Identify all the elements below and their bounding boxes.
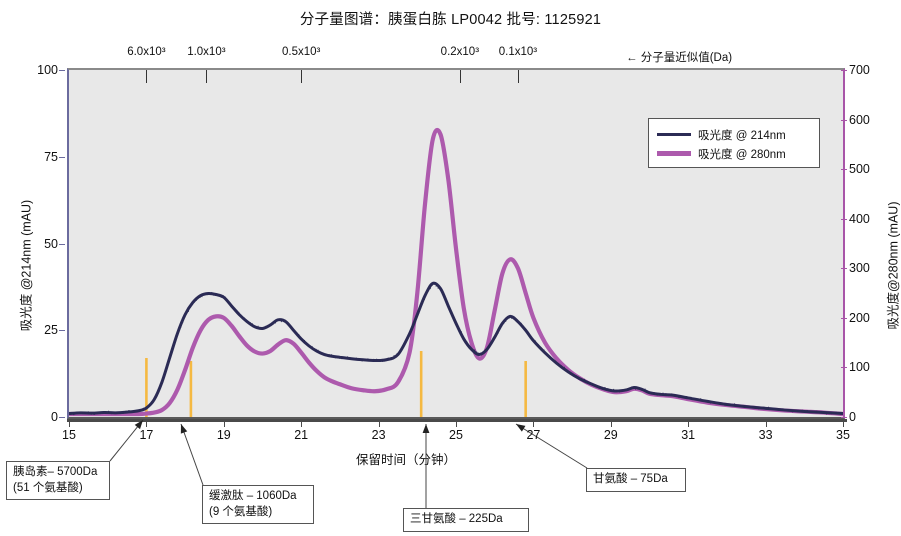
y-right-tick-mark-400 xyxy=(841,219,847,220)
x-tick-label-27: 27 xyxy=(526,428,540,442)
leader-line-bradykinin xyxy=(181,424,203,485)
legend-swatch-214 xyxy=(657,133,691,136)
y-right-tick-mark-500 xyxy=(841,169,847,170)
x-tick-label-21: 21 xyxy=(294,428,308,442)
y-right-tick-700: 700 xyxy=(849,63,870,77)
annotation-bradykinin-line1: 缓激肽 – 1060Da xyxy=(209,489,307,505)
annotation-insulin: 胰岛素– 5700Da (51 个氨基酸) xyxy=(6,461,110,500)
y-left-tick-100: 100 xyxy=(37,63,58,77)
y-right-tick-mark-0 xyxy=(841,417,847,418)
y-right-tick-400: 400 xyxy=(849,212,870,226)
annotation-bradykinin: 缓激肽 – 1060Da (9 个氨基酸) xyxy=(202,485,314,524)
y-left-tick-mark-100 xyxy=(59,70,65,71)
y-right-tick-500: 500 xyxy=(849,162,870,176)
annotation-triglycine-line1: 三甘氨酸 – 225Da xyxy=(410,512,522,528)
annotation-glycine-line1: 甘氨酸 – 75Da xyxy=(593,472,679,488)
x-tick-label-29: 29 xyxy=(604,428,618,442)
legend: 吸光度 @ 214nm 吸光度 @ 280nm xyxy=(648,118,820,168)
y-right-tick-600: 600 xyxy=(849,113,870,127)
y-left-tick-0: 0 xyxy=(51,410,58,424)
leader-arrow-triglycine xyxy=(423,424,430,433)
page-title: 分子量图谱：胰蛋白胨 LP0042 批号: 1125921 xyxy=(0,8,901,29)
x-tick-mark-33 xyxy=(766,422,767,427)
leader-arrow-bradykinin xyxy=(181,424,187,434)
x-tick-mark-23 xyxy=(379,422,380,427)
legend-label-280: 吸光度 @ 280nm xyxy=(698,146,786,162)
mw-tick-label-1: 1.0x10³ xyxy=(187,46,225,58)
x-tick-mark-17 xyxy=(146,422,147,427)
legend-swatch-280 xyxy=(657,151,691,156)
mw-tick-label-0: 6.0x10³ xyxy=(127,46,165,58)
x-tick-mark-35 xyxy=(843,422,844,427)
x-tick-mark-27 xyxy=(533,422,534,427)
y-right-tick-300: 300 xyxy=(849,261,870,275)
x-axis-label: 保留时间（分钟） xyxy=(356,449,456,468)
y-right-tick-mark-600 xyxy=(841,120,847,121)
y-axis-left-label: 吸光度 @214nm (mAU) xyxy=(16,171,35,361)
annotation-triglycine: 三甘氨酸 – 225Da xyxy=(403,508,529,532)
mw-tick-mark-4 xyxy=(518,70,519,83)
x-tick-label-25: 25 xyxy=(449,428,463,442)
mw-tick-label-4: 0.1x10³ xyxy=(499,46,537,58)
x-tick-mark-31 xyxy=(688,422,689,427)
leader-arrow-glycine xyxy=(516,424,525,432)
x-tick-mark-15 xyxy=(69,422,70,427)
y-left-tick-mark-25 xyxy=(59,330,65,331)
x-tick-label-15: 15 xyxy=(62,428,76,442)
x-tick-mark-21 xyxy=(301,422,302,427)
x-tick-label-33: 33 xyxy=(759,428,773,442)
chart-root: 分子量图谱：胰蛋白胨 LP0042 批号: 1125921 6.0x10³ 1.0… xyxy=(0,0,901,536)
y-left-tick-25: 25 xyxy=(44,323,58,337)
legend-entry-280: 吸光度 @ 280nm xyxy=(657,144,811,163)
mw-tick-mark-3 xyxy=(460,70,461,83)
y-right-tick-mark-700 xyxy=(841,70,847,71)
series-noise-214 xyxy=(70,284,841,414)
x-tick-mark-25 xyxy=(456,422,457,427)
y-right-tick-mark-100 xyxy=(841,367,847,368)
mw-tick-label-3: 0.2x10³ xyxy=(441,46,479,58)
y-right-tick-mark-200 xyxy=(841,318,847,319)
annotation-insulin-line2: (51 个氨基酸) xyxy=(13,481,103,497)
annotation-glycine: 甘氨酸 – 75Da xyxy=(586,468,686,492)
annotation-insulin-line1: 胰岛素– 5700Da xyxy=(13,465,103,481)
y-left-tick-mark-50 xyxy=(59,244,65,245)
x-tick-label-35: 35 xyxy=(836,428,850,442)
x-tick-mark-19 xyxy=(224,422,225,427)
molecular-weight-axis-caption: ← 分子量近似值(Da) xyxy=(626,49,732,65)
x-tick-mark-29 xyxy=(611,422,612,427)
y-axis-right-label: 吸光度@280nm (mAU) xyxy=(883,171,901,361)
y-left-tick-mark-0 xyxy=(59,417,65,418)
y-left-tick-75: 75 xyxy=(44,150,58,164)
x-tick-label-17: 17 xyxy=(139,428,153,442)
mw-tick-label-2: 0.5x10³ xyxy=(282,46,320,58)
y-right-tick-mark-300 xyxy=(841,268,847,269)
y-right-tick-100: 100 xyxy=(849,360,870,374)
mw-tick-mark-0 xyxy=(146,70,147,83)
mw-tick-mark-1 xyxy=(206,70,207,83)
x-tick-label-19: 19 xyxy=(217,428,231,442)
x-tick-label-31: 31 xyxy=(681,428,695,442)
series-line-280 xyxy=(69,130,843,414)
y-right-tick-200: 200 xyxy=(849,311,870,325)
y-right-tick-0: 0 xyxy=(849,410,856,424)
legend-label-214: 吸光度 @ 214nm xyxy=(698,127,786,143)
annotation-bradykinin-line2: (9 个氨基酸) xyxy=(209,505,307,521)
x-tick-label-23: 23 xyxy=(372,428,386,442)
y-left-tick-50: 50 xyxy=(44,237,58,251)
y-left-tick-mark-75 xyxy=(59,157,65,158)
x-axis-line xyxy=(67,419,847,422)
legend-entry-214: 吸光度 @ 214nm xyxy=(657,125,811,144)
leader-line-insulin xyxy=(110,420,143,461)
mw-tick-mark-2 xyxy=(301,70,302,83)
series-line-214 xyxy=(69,283,843,413)
